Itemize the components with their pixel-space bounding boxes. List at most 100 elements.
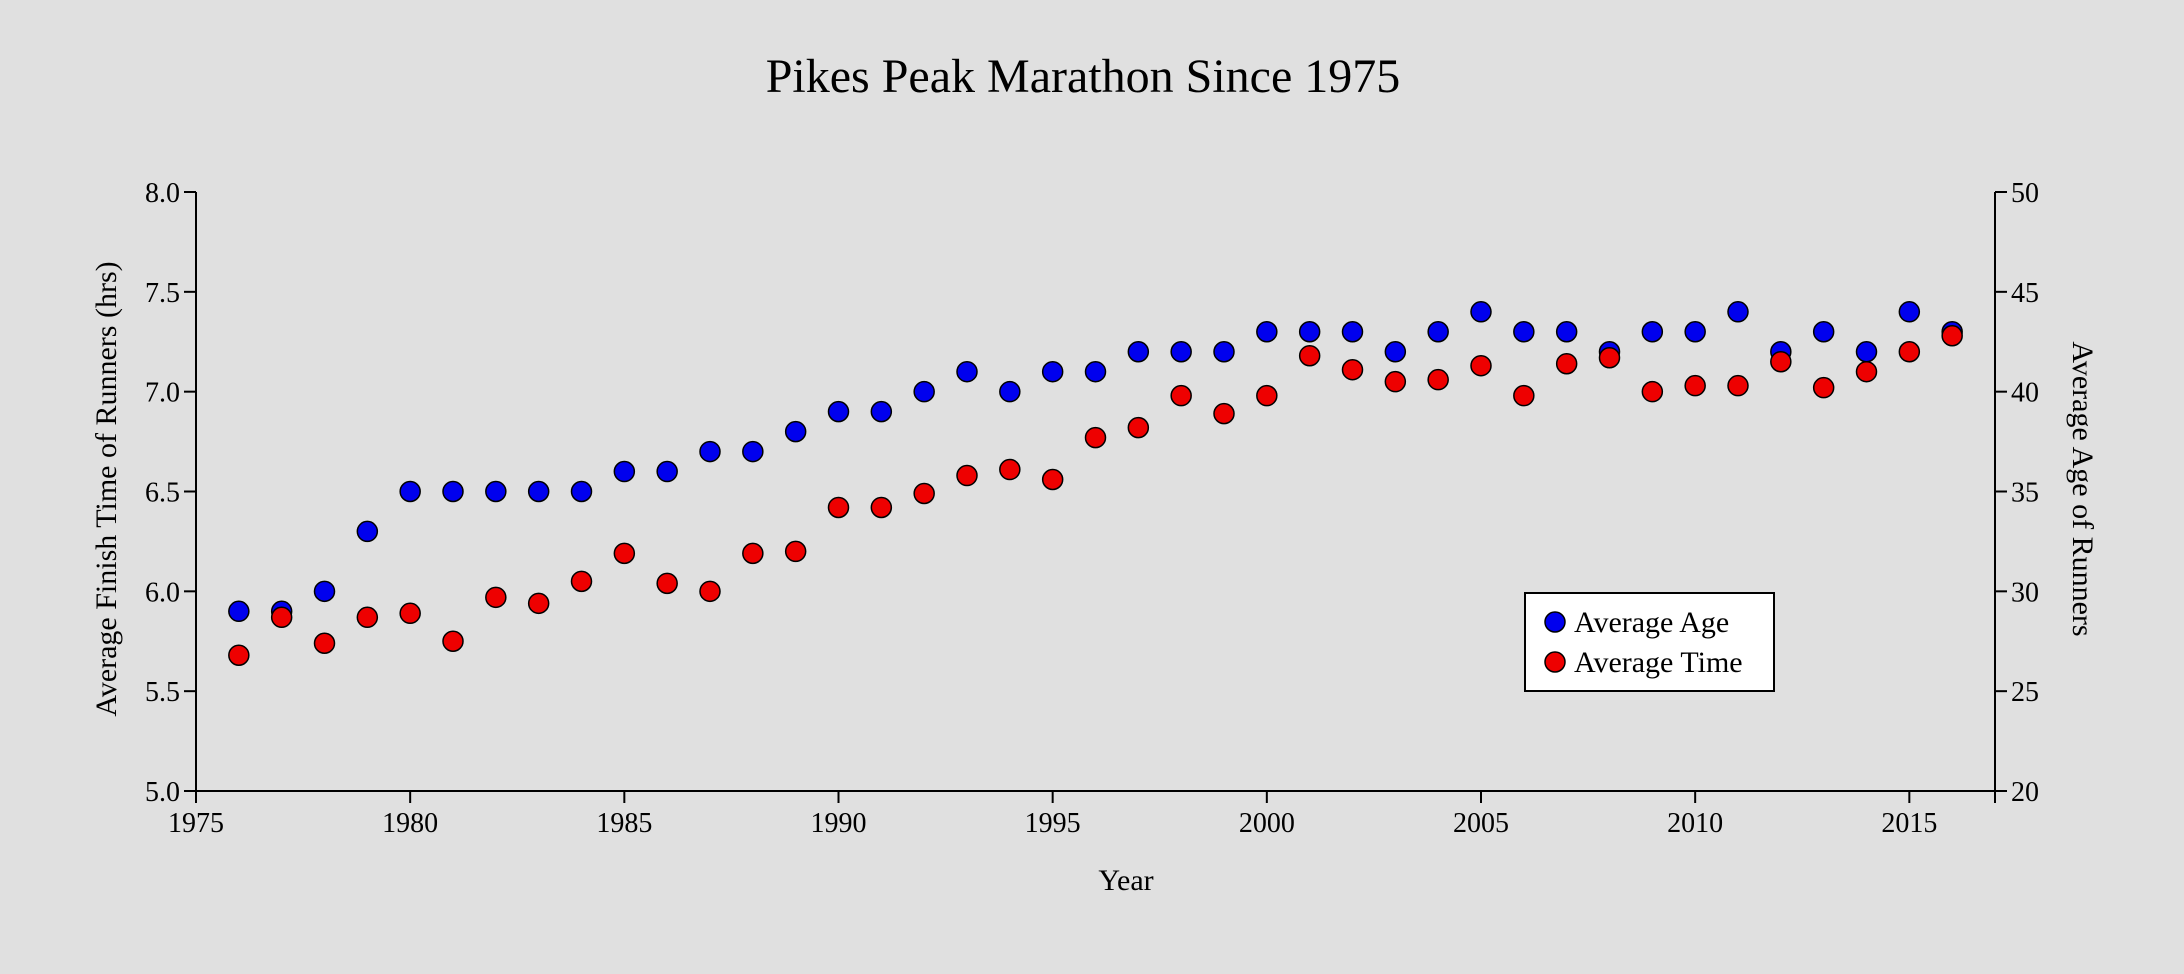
data-point-average-time bbox=[1041, 468, 1064, 491]
data-point-average-time bbox=[228, 644, 250, 666]
y-right-tick-label: 45 bbox=[2011, 278, 2039, 309]
x-tick-label: 2005 bbox=[1453, 808, 1509, 839]
data-point-average-time bbox=[1555, 352, 1578, 375]
data-point-average-time bbox=[1341, 358, 1364, 381]
data-point-average-age bbox=[228, 600, 250, 623]
data-point-average-time bbox=[956, 464, 978, 487]
data-point-average-age bbox=[656, 460, 678, 483]
y-left-tick-label: 7.0 bbox=[145, 378, 180, 409]
data-point-average-time bbox=[1598, 346, 1621, 369]
y-left-tick-label: 6.0 bbox=[145, 577, 180, 608]
data-point-average-age bbox=[1341, 321, 1364, 343]
data-point-average-time bbox=[1127, 416, 1150, 439]
data-point-average-age bbox=[1684, 321, 1706, 343]
ticks: 1975 1980 1985 1990 1995 2000 2005 2010 2015 5.0 5… bbox=[145, 178, 2039, 839]
x-tick-label: 1995 bbox=[1025, 808, 1081, 839]
data-point-average-time bbox=[1641, 380, 1664, 403]
data-point-average-time bbox=[1770, 350, 1792, 373]
data-point-average-age bbox=[1256, 321, 1278, 343]
data-points bbox=[228, 301, 1963, 666]
data-point-average-time bbox=[570, 570, 593, 593]
data-point-average-age bbox=[1513, 321, 1535, 343]
data-point-average-time bbox=[527, 592, 550, 615]
data-point-average-time bbox=[1855, 360, 1878, 383]
data-point-average-time bbox=[1256, 384, 1278, 407]
data-point-average-time bbox=[270, 606, 293, 629]
y-right-tick-label: 20 bbox=[2011, 777, 2039, 808]
data-point-average-time bbox=[699, 580, 721, 603]
legend-marker-average-time bbox=[1544, 651, 1566, 673]
data-point-average-time bbox=[1170, 384, 1192, 407]
data-point-average-age bbox=[1213, 340, 1235, 363]
data-point-average-age bbox=[827, 400, 850, 423]
data-point-average-time bbox=[1213, 402, 1235, 425]
x-tick-label: 2000 bbox=[1239, 808, 1295, 839]
data-point-average-time bbox=[913, 482, 935, 505]
data-point-average-age bbox=[956, 360, 978, 383]
data-point-average-age bbox=[1470, 301, 1492, 323]
legend-label-average-age: Average Age bbox=[1574, 606, 1729, 639]
data-point-average-time bbox=[1941, 325, 1963, 347]
legend-box bbox=[1524, 592, 1775, 692]
data-point-average-age bbox=[699, 440, 721, 463]
y-left-tick-label: 7.5 bbox=[145, 278, 180, 309]
data-point-average-age bbox=[442, 480, 464, 503]
data-point-average-age bbox=[999, 380, 1021, 403]
data-point-average-time bbox=[1513, 384, 1535, 407]
data-point-average-age bbox=[1812, 321, 1835, 343]
x-tick-label: 1975 bbox=[168, 808, 224, 839]
data-point-average-time bbox=[827, 496, 850, 519]
data-point-average-age bbox=[1041, 360, 1064, 383]
y-right-tick-label: 40 bbox=[2011, 378, 2039, 409]
data-point-average-age bbox=[485, 480, 507, 503]
data-point-average-age bbox=[313, 580, 336, 603]
y-left-tick-label: 8.0 bbox=[145, 178, 180, 209]
data-point-average-time bbox=[1812, 376, 1835, 399]
data-point-average-age bbox=[913, 380, 935, 403]
data-point-average-age bbox=[784, 420, 807, 443]
data-point-average-age bbox=[1084, 360, 1107, 383]
y-right-tick-label: 35 bbox=[2011, 478, 2039, 509]
x-tick-label: 2010 bbox=[1667, 808, 1723, 839]
data-point-average-age bbox=[1427, 321, 1449, 343]
data-point-average-age bbox=[399, 480, 421, 503]
x-axis-label: Year bbox=[1098, 864, 1153, 897]
y-axis-right-label: Average Age of Runners bbox=[2066, 341, 2099, 636]
data-point-average-time bbox=[656, 572, 678, 595]
data-point-average-time bbox=[399, 602, 421, 625]
data-point-average-time bbox=[870, 496, 893, 519]
legend-marker-average-age bbox=[1544, 611, 1566, 633]
data-point-average-age bbox=[742, 440, 764, 463]
data-point-average-time bbox=[442, 630, 464, 652]
data-point-average-age bbox=[1898, 301, 1921, 323]
data-point-average-age bbox=[870, 400, 893, 423]
data-point-average-time bbox=[1727, 374, 1749, 397]
y-right-tick-label: 50 bbox=[2011, 178, 2039, 209]
y-left-tick-label: 5.5 bbox=[145, 677, 180, 708]
x-tick-label: 2015 bbox=[1881, 808, 1937, 839]
data-point-average-time bbox=[1684, 374, 1706, 397]
data-point-average-time bbox=[485, 586, 507, 609]
data-point-average-age bbox=[1298, 321, 1321, 343]
data-point-average-time bbox=[742, 542, 764, 565]
data-point-average-age bbox=[1384, 340, 1407, 363]
data-point-average-age bbox=[613, 460, 636, 483]
data-point-average-age bbox=[1641, 321, 1664, 343]
y-left-tick-label: 5.0 bbox=[145, 777, 180, 808]
y-axis-left-label: Average Finish Time of Runners (hrs) bbox=[90, 261, 123, 716]
data-point-average-time bbox=[784, 540, 807, 563]
data-point-average-age bbox=[1555, 321, 1578, 343]
data-point-average-age bbox=[570, 480, 593, 503]
data-point-average-time bbox=[1470, 354, 1492, 377]
chart-title: Pikes Peak Marathon Since 1975 bbox=[766, 50, 1401, 103]
data-point-average-time bbox=[1898, 340, 1921, 363]
data-point-average-age bbox=[1727, 301, 1749, 323]
legend-label-average-time: Average Time bbox=[1574, 646, 1743, 679]
data-point-average-time bbox=[1298, 344, 1321, 367]
data-point-average-time bbox=[1384, 370, 1407, 393]
data-point-average-age bbox=[1127, 340, 1150, 363]
legend: Average Age Average Time bbox=[1524, 592, 1775, 692]
data-point-average-time bbox=[1427, 368, 1449, 391]
